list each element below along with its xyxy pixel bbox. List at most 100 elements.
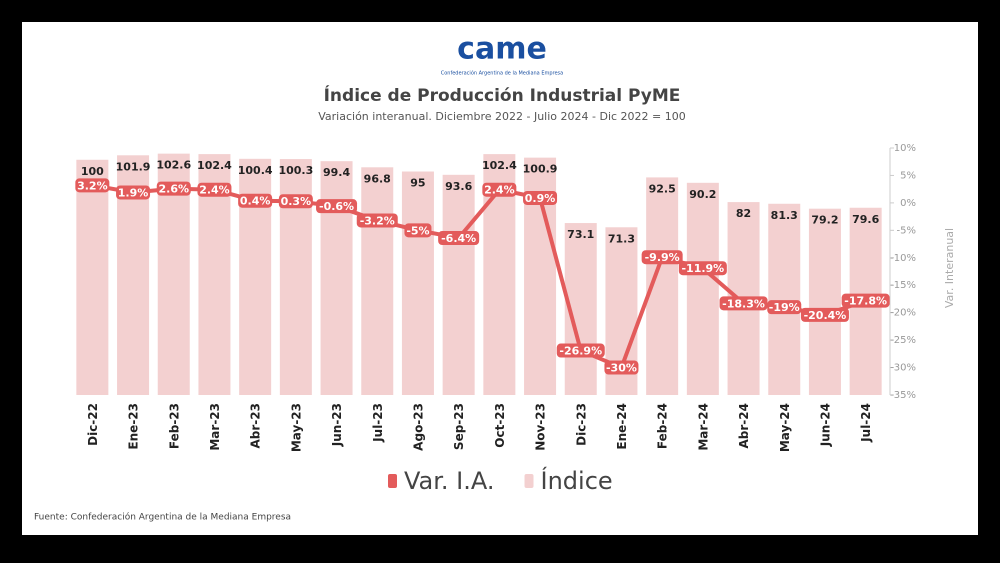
bar-label: 90.2 (689, 188, 716, 201)
value-label: 1.9% (118, 186, 149, 199)
bar-label: 71.3 (608, 232, 635, 245)
value-label-box (719, 296, 768, 311)
x-tick-label: Dic-22 (86, 403, 100, 446)
bar-label: 81.3 (771, 209, 798, 222)
chart-subtitle: Variación interanual. Diciembre 2022 - J… (318, 110, 686, 123)
legend-label: Índice (541, 466, 613, 495)
value-label: -17.8% (844, 295, 887, 308)
value-label-box (238, 193, 273, 208)
bar-label: 102.4 (482, 159, 517, 172)
value-label: 0.9% (525, 192, 556, 205)
value-label-box (841, 293, 890, 308)
bar-label: 82 (736, 207, 751, 220)
bar-label: 79.2 (811, 214, 838, 227)
bar (76, 159, 109, 395)
x-tick-label: Nov-23 (534, 403, 548, 451)
value-label-box (556, 343, 605, 358)
y2-tick-label: -30% (890, 363, 916, 374)
logo: came (457, 32, 547, 67)
value-label: -5% (406, 224, 429, 237)
bar (401, 171, 434, 395)
value-label: -30% (606, 362, 637, 375)
value-label-box (523, 190, 558, 205)
value-label-box (438, 231, 480, 246)
bar (768, 203, 801, 395)
x-tick-label: Jul-24 (859, 403, 873, 443)
value-label: 0.4% (240, 195, 271, 208)
x-tick-label: Ago-23 (411, 403, 425, 451)
bar-label: 93.6 (445, 180, 472, 193)
y2-tick-label: -35% (890, 390, 916, 401)
value-label: -26.9% (559, 345, 602, 358)
value-label-box (800, 307, 849, 322)
x-tick-label: May-24 (778, 403, 792, 452)
value-label: 2.4% (484, 184, 515, 197)
value-label: -20.4% (804, 309, 847, 322)
value-label-box (278, 194, 313, 209)
value-label-box (404, 223, 432, 238)
bar (808, 208, 841, 395)
value-label: -0.6% (319, 200, 354, 213)
x-tick-label: Jul-23 (371, 403, 385, 443)
value-label: 2.4% (199, 184, 230, 197)
legend-swatch (388, 474, 397, 488)
y2-tick-label: -10% (890, 253, 916, 264)
value-label: 2.6% (158, 183, 189, 196)
value-label: -19% (769, 301, 800, 314)
value-label-box (356, 213, 398, 228)
x-tick-label: Jun-23 (330, 403, 344, 447)
y2-tick-label: -15% (890, 280, 916, 291)
bar-label: 100 (81, 165, 104, 178)
y2-tick-label: -5% (897, 225, 916, 236)
value-label: -3.2% (360, 214, 395, 227)
bar-label: 95 (410, 177, 425, 190)
value-label-box (197, 182, 232, 197)
bar-label: 102.6 (156, 159, 191, 172)
value-label-box (767, 300, 802, 315)
x-tick-label: Ene-23 (127, 403, 141, 450)
value-label-box (75, 178, 110, 193)
x-tick-label: Sep-23 (452, 403, 466, 450)
bar (361, 167, 394, 395)
legend-label: Var. I.A. (404, 467, 495, 495)
bar-label: 96.8 (364, 172, 391, 185)
y2-tick-label: 5% (900, 170, 916, 181)
x-tick-label: Jun-24 (818, 403, 832, 447)
x-tick-label: Feb-23 (167, 403, 181, 449)
y2-tick-label: 0% (900, 198, 916, 209)
legend-swatch (524, 474, 534, 488)
value-label-box (116, 185, 151, 200)
value-label: -6.4% (441, 232, 476, 245)
x-tick-label: Dic-23 (574, 403, 588, 446)
bar-label: 99.4 (323, 166, 350, 179)
bar-label: 100.4 (238, 164, 273, 177)
bar-label: 92.5 (649, 182, 676, 195)
y2-tick-label: -20% (890, 308, 916, 319)
chart-title: Índice de Producción Industrial PyME (324, 84, 681, 106)
y2-tick-label: -25% (890, 335, 916, 346)
source: Fuente: Confederación Argentina de la Me… (34, 512, 291, 523)
bar-label: 73.1 (567, 228, 594, 241)
value-label-box (156, 181, 191, 196)
value-label: -18.3% (722, 297, 765, 310)
bar (442, 174, 475, 395)
logo-caption: Confederación Argentina de la Mediana Em… (441, 70, 563, 77)
value-label-box (678, 261, 727, 276)
x-tick-label: Feb-24 (656, 403, 670, 449)
y2-axis-label: Var. Interanual (943, 228, 956, 308)
bar (686, 182, 719, 395)
value-label: 0.3% (281, 195, 312, 208)
value-label: -11.9% (681, 262, 724, 275)
x-tick-label: Abr-23 (249, 403, 263, 448)
value-label-box (641, 250, 683, 265)
x-tick-label: Mar-23 (208, 403, 222, 451)
y2-tick-label: 10% (894, 143, 916, 154)
x-tick-label: Ene-24 (615, 403, 629, 450)
value-label-box (316, 199, 358, 214)
x-tick-label: Abr-24 (737, 403, 751, 448)
x-tick-label: Oct-23 (493, 403, 507, 448)
value-label: 3.2% (77, 179, 108, 192)
bar-label: 100.9 (523, 163, 558, 176)
